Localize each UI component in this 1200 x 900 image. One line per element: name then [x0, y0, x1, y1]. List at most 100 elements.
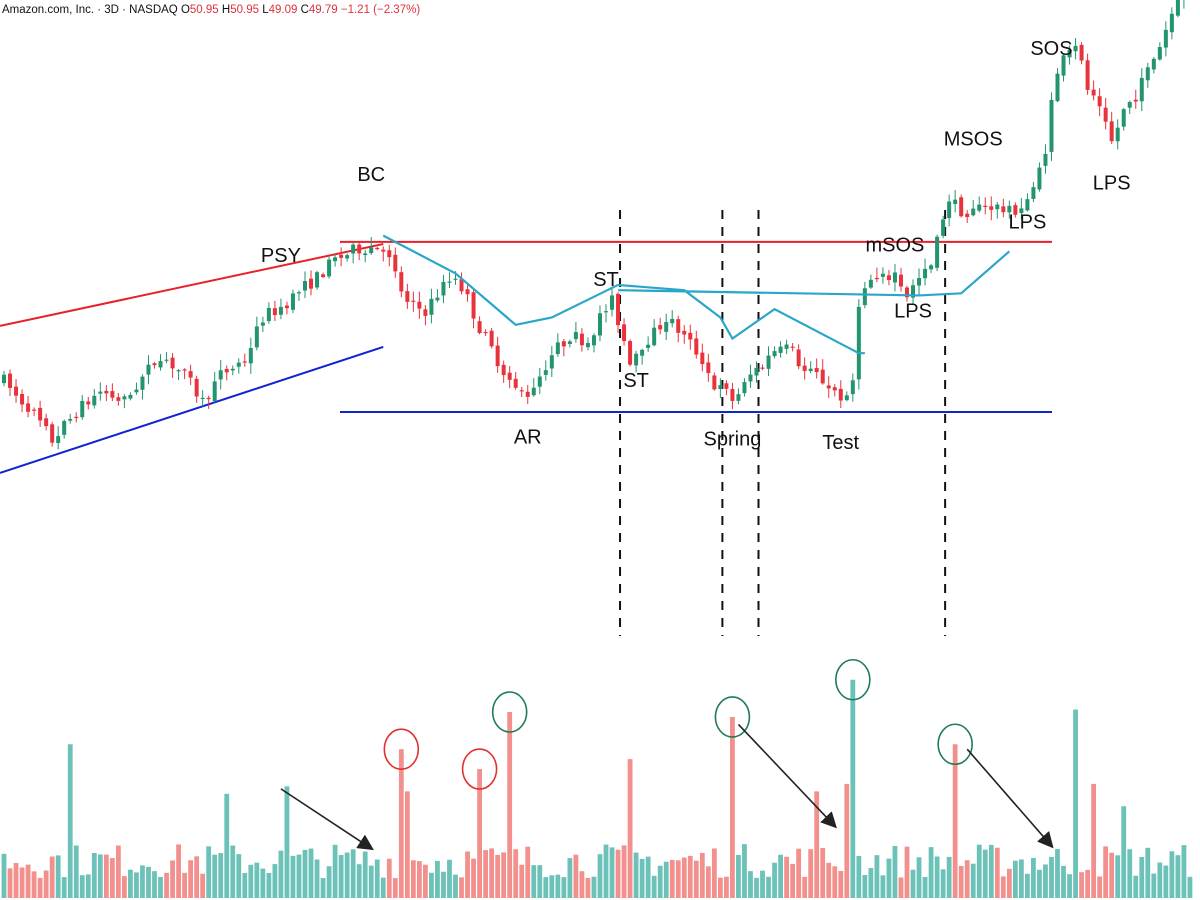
candle-body: [616, 293, 621, 326]
volume-bar: [922, 876, 928, 898]
volume-bar: [314, 859, 320, 898]
volume-bar: [543, 877, 549, 898]
candle-body: [886, 275, 891, 281]
volume-bar: [669, 859, 675, 898]
volume-bar: [495, 854, 501, 898]
volume-bar: [982, 849, 988, 898]
volume-bar: [344, 852, 350, 898]
candle-body: [1025, 199, 1030, 211]
volume-bar: [1163, 865, 1169, 898]
volume-bar: [140, 865, 145, 898]
candle-body: [200, 397, 205, 400]
volume-bar: [1031, 857, 1036, 898]
volume-circle: [714, 696, 751, 738]
volume-bar: [392, 878, 398, 898]
volume-bar: [699, 852, 705, 898]
candle-body: [236, 362, 241, 367]
candle-body: [1013, 205, 1018, 215]
phase-label: LPS: [894, 301, 932, 323]
candle-body: [1049, 99, 1054, 152]
volume-bar: [1012, 860, 1018, 898]
volume-bar: [266, 872, 272, 898]
volume-bar: [766, 876, 771, 898]
volume-bar: [1121, 806, 1127, 898]
candle-body: [128, 394, 133, 399]
candle-body: [74, 416, 79, 419]
candle-body: [92, 395, 97, 406]
candle-body: [170, 357, 175, 369]
volume-bar: [525, 846, 531, 898]
volume-bar: [61, 877, 67, 898]
volume-bar: [471, 858, 476, 898]
candle-body: [1133, 99, 1138, 102]
volume-bar: [621, 845, 627, 898]
volume-bar: [1018, 859, 1024, 898]
candle-body: [874, 277, 879, 280]
volume-bar: [555, 874, 561, 898]
candle-body: [694, 338, 699, 355]
candle-body: [1175, 0, 1180, 16]
volume-bar: [880, 875, 886, 898]
volume-bar: [1109, 852, 1115, 898]
volume-bar: [1151, 873, 1157, 898]
candle-body: [531, 387, 536, 396]
volume-bar: [224, 793, 230, 898]
volume-bar: [362, 851, 368, 898]
candle-body: [56, 436, 61, 444]
volume-bar: [320, 878, 326, 898]
volume-arrow: [737, 723, 837, 829]
close-value: 49.79: [308, 4, 338, 16]
volume-bar: [350, 849, 356, 898]
wyckoff-schematic: [382, 234, 1011, 355]
candle-body: [224, 368, 229, 373]
candle-body: [880, 273, 885, 277]
candle-body: [309, 278, 314, 289]
candle-body: [1055, 73, 1060, 102]
volume-bar: [290, 855, 296, 898]
volume-circle: [835, 658, 871, 701]
volume-bar: [585, 877, 591, 898]
volume-bar: [645, 856, 651, 898]
candle-body: [501, 364, 506, 376]
candle-body: [381, 249, 386, 252]
volume-bar: [67, 744, 73, 898]
volume-bar: [453, 874, 458, 898]
candle-body: [965, 213, 970, 218]
candle-body: [2, 374, 6, 384]
candle-body: [1001, 206, 1006, 213]
volume-bar: [37, 877, 43, 898]
volume-bar: [326, 866, 332, 898]
candle-body: [790, 346, 795, 348]
candle-body: [567, 341, 572, 344]
volume-bar: [904, 846, 910, 898]
volume-highlights: [280, 658, 1054, 851]
volume-bar: [597, 854, 603, 898]
candle-body: [152, 363, 157, 366]
candle-body: [1079, 44, 1084, 61]
candle-body: [212, 381, 217, 402]
candle-body: [579, 333, 584, 346]
candle-body: [664, 321, 669, 332]
candle-body: [435, 297, 440, 301]
volume-bar: [561, 877, 567, 898]
volume-bar: [639, 858, 645, 898]
candle-body: [658, 325, 663, 330]
candle-body: [676, 319, 681, 333]
volume-bar: [1061, 865, 1066, 898]
volume-arrow: [280, 788, 374, 851]
candle-body: [321, 274, 326, 277]
volume-bar: [778, 854, 783, 898]
volume-bar: [182, 872, 187, 898]
volume-bar: [410, 860, 416, 898]
close-label: C: [300, 4, 309, 16]
candle-body: [1097, 96, 1102, 107]
candle-body: [820, 369, 825, 384]
volume-bar: [194, 856, 200, 898]
volume-bar: [1097, 876, 1103, 898]
candle-body: [339, 254, 344, 258]
candle-body: [333, 257, 338, 262]
volume-bar: [1, 853, 7, 898]
volume-bar: [1139, 856, 1145, 898]
volume-bar: [43, 870, 49, 898]
